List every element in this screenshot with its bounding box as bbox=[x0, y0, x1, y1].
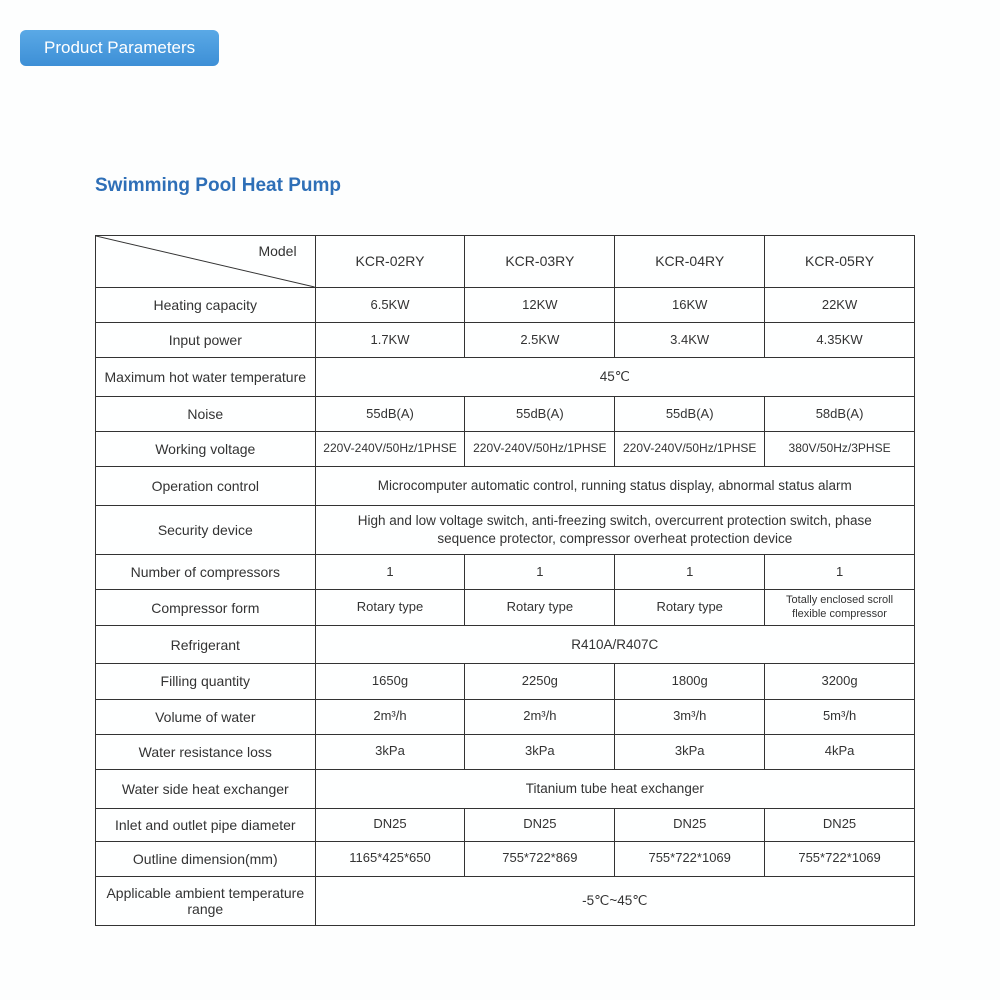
param-value: DN25 bbox=[615, 808, 765, 841]
param-value: Rotary type bbox=[315, 590, 465, 625]
param-value: 1.7KW bbox=[315, 323, 465, 358]
param-value: 3kPa bbox=[315, 734, 465, 769]
param-value: 1 bbox=[765, 555, 915, 590]
param-merged-value: R410A/R407C bbox=[315, 625, 914, 664]
param-value: 2m³/h bbox=[465, 699, 615, 734]
page-title: Swimming Pool Heat Pump bbox=[95, 175, 341, 197]
param-label: Water side heat exchanger bbox=[96, 769, 316, 808]
param-label: Maximum hot water temperature bbox=[96, 358, 316, 397]
param-value: DN25 bbox=[315, 808, 465, 841]
param-value: 3kPa bbox=[615, 734, 765, 769]
param-value: 220V-240V/50Hz/1PHSE bbox=[315, 432, 465, 467]
param-value: 220V-240V/50Hz/1PHSE bbox=[465, 432, 615, 467]
param-label: Outline dimension(mm) bbox=[96, 841, 316, 876]
header-model-label: Model bbox=[258, 242, 296, 260]
param-value: 220V-240V/50Hz/1PHSE bbox=[615, 432, 765, 467]
param-value: 55dB(A) bbox=[615, 396, 765, 431]
param-value: 2.5KW bbox=[465, 323, 615, 358]
param-value: 3m³/h bbox=[615, 699, 765, 734]
param-value: 380V/50Hz/3PHSE bbox=[765, 432, 915, 467]
table-row: Applicable ambient temperature range -5℃… bbox=[96, 876, 915, 925]
header-diagonal-cell: Model bbox=[96, 236, 316, 288]
param-value: 5m³/h bbox=[765, 699, 915, 734]
param-value: 58dB(A) bbox=[765, 396, 915, 431]
section-badge: Product Parameters bbox=[20, 30, 219, 66]
param-merged-value: -5℃~45℃ bbox=[315, 876, 914, 925]
param-label: Water resistance loss bbox=[96, 734, 316, 769]
table-row: Outline dimension(mm) 1165*425*650 755*7… bbox=[96, 841, 915, 876]
param-value: 12KW bbox=[465, 288, 615, 323]
param-label: Refrigerant bbox=[96, 625, 316, 664]
param-value: 1800g bbox=[615, 664, 765, 699]
param-value: Rotary type bbox=[615, 590, 765, 625]
table-row: Maximum hot water temperature 45℃ bbox=[96, 358, 915, 397]
param-value: 1 bbox=[465, 555, 615, 590]
param-label: Compressor form bbox=[96, 590, 316, 625]
param-value: 1165*425*650 bbox=[315, 841, 465, 876]
param-value: 3200g bbox=[765, 664, 915, 699]
param-label: Volume of water bbox=[96, 699, 316, 734]
param-value: Rotary type bbox=[465, 590, 615, 625]
param-label: Working voltage bbox=[96, 432, 316, 467]
param-value: 2m³/h bbox=[315, 699, 465, 734]
model-col-0: KCR-02RY bbox=[315, 236, 465, 288]
param-value: 4.35KW bbox=[765, 323, 915, 358]
param-label: Applicable ambient temperature range bbox=[96, 876, 316, 925]
table-row: Inlet and outlet pipe diameter DN25 DN25… bbox=[96, 808, 915, 841]
table-row: Input power 1.7KW 2.5KW 3.4KW 4.35KW bbox=[96, 323, 915, 358]
param-value: 55dB(A) bbox=[465, 396, 615, 431]
param-label: Heating capacity bbox=[96, 288, 316, 323]
param-value: DN25 bbox=[765, 808, 915, 841]
table-row: Filling quantity 1650g 2250g 1800g 3200g bbox=[96, 664, 915, 699]
param-label: Operation control bbox=[96, 467, 316, 506]
param-merged-value: High and low voltage switch, anti-freezi… bbox=[315, 505, 914, 554]
param-merged-value: 45℃ bbox=[315, 358, 914, 397]
param-label: Input power bbox=[96, 323, 316, 358]
table-row: Water resistance loss 3kPa 3kPa 3kPa 4kP… bbox=[96, 734, 915, 769]
model-col-1: KCR-03RY bbox=[465, 236, 615, 288]
table-row: Operation control Microcomputer automati… bbox=[96, 467, 915, 506]
param-value: 3.4KW bbox=[615, 323, 765, 358]
table-row: Compressor form Rotary type Rotary type … bbox=[96, 590, 915, 625]
param-value: Totally enclosed scroll flexible compres… bbox=[765, 590, 915, 625]
param-value: 1 bbox=[315, 555, 465, 590]
param-value: 6.5KW bbox=[315, 288, 465, 323]
table-row: Security device High and low voltage swi… bbox=[96, 505, 915, 554]
model-col-2: KCR-04RY bbox=[615, 236, 765, 288]
param-merged-value: Microcomputer automatic control, running… bbox=[315, 467, 914, 506]
parameters-table: Model KCR-02RY KCR-03RY KCR-04RY KCR-05R… bbox=[95, 235, 915, 926]
param-value: 16KW bbox=[615, 288, 765, 323]
param-label: Filling quantity bbox=[96, 664, 316, 699]
param-value: 755*722*1069 bbox=[765, 841, 915, 876]
table-row: Noise 55dB(A) 55dB(A) 55dB(A) 58dB(A) bbox=[96, 396, 915, 431]
param-value: 755*722*1069 bbox=[615, 841, 765, 876]
table-row: Refrigerant R410A/R407C bbox=[96, 625, 915, 664]
param-value: 4kPa bbox=[765, 734, 915, 769]
param-label: Noise bbox=[96, 396, 316, 431]
table-row: Working voltage 220V-240V/50Hz/1PHSE 220… bbox=[96, 432, 915, 467]
table-row: Volume of water 2m³/h 2m³/h 3m³/h 5m³/h bbox=[96, 699, 915, 734]
param-value: 1 bbox=[615, 555, 765, 590]
param-label: Security device bbox=[96, 505, 316, 554]
table-row: Water side heat exchanger Titanium tube … bbox=[96, 769, 915, 808]
param-label: Inlet and outlet pipe diameter bbox=[96, 808, 316, 841]
table-row: Number of compressors 1 1 1 1 bbox=[96, 555, 915, 590]
param-label: Number of compressors bbox=[96, 555, 316, 590]
param-value: DN25 bbox=[465, 808, 615, 841]
param-value: 2250g bbox=[465, 664, 615, 699]
param-merged-value: Titanium tube heat exchanger bbox=[315, 769, 914, 808]
table-header-row: Model KCR-02RY KCR-03RY KCR-04RY KCR-05R… bbox=[96, 236, 915, 288]
param-value: 55dB(A) bbox=[315, 396, 465, 431]
model-col-3: KCR-05RY bbox=[765, 236, 915, 288]
param-value: 3kPa bbox=[465, 734, 615, 769]
param-value: 755*722*869 bbox=[465, 841, 615, 876]
param-value: 22KW bbox=[765, 288, 915, 323]
table-row: Heating capacity 6.5KW 12KW 16KW 22KW bbox=[96, 288, 915, 323]
param-value: 1650g bbox=[315, 664, 465, 699]
